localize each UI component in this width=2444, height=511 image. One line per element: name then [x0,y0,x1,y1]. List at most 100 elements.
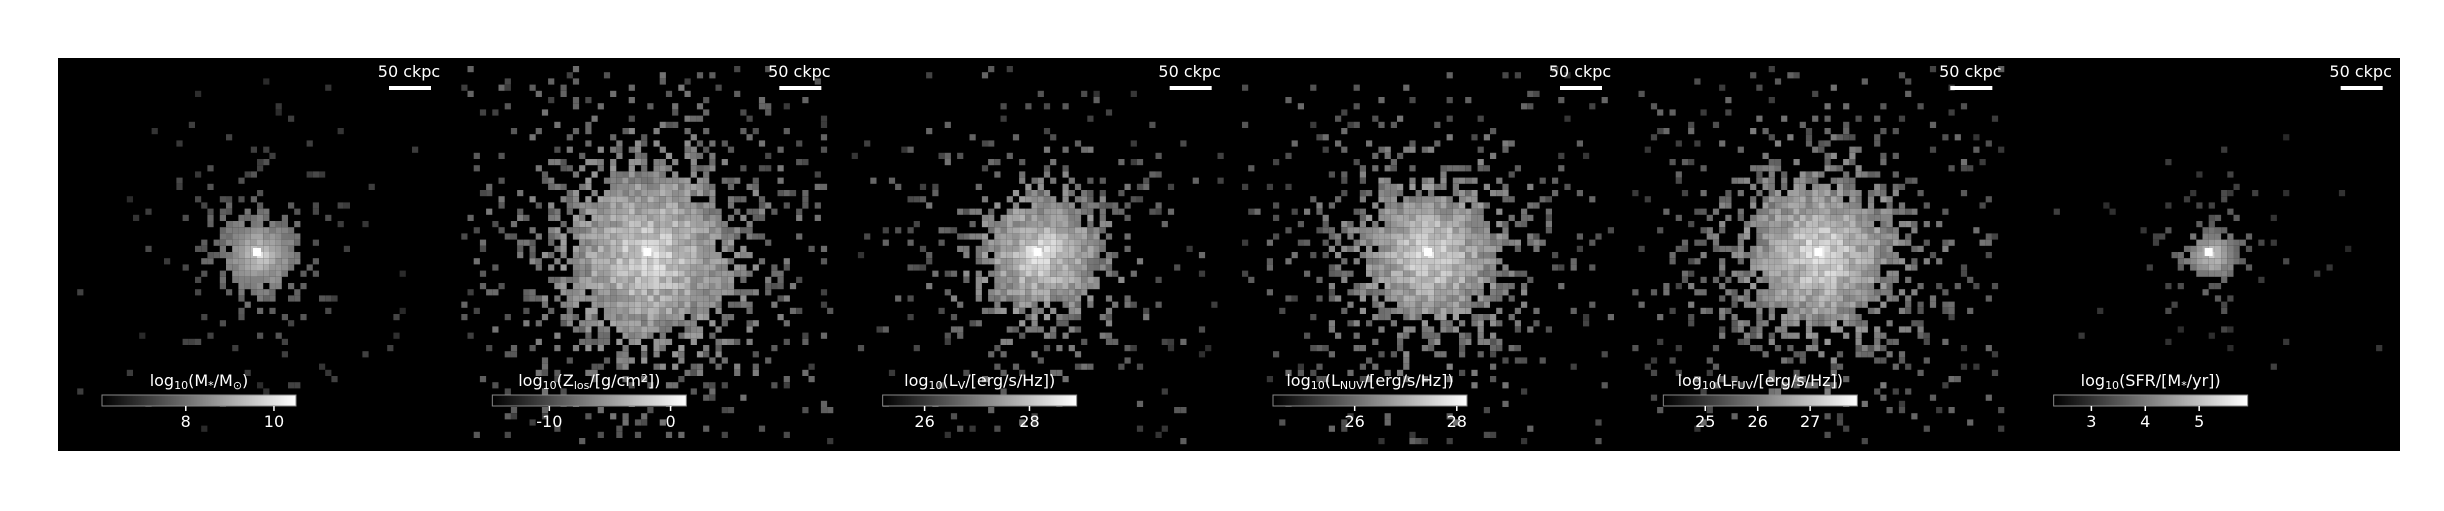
pixel [548,264,555,271]
pixel [1068,264,1075,271]
pixel [659,252,666,259]
pixel [1886,270,1893,277]
pixel [994,159,1001,166]
pixel [1793,159,1800,166]
pixel [1068,177,1075,184]
pixel [1892,128,1899,135]
pixel [1019,233,1026,240]
pixel [1843,283,1850,290]
pixel [2227,295,2234,302]
pixel [771,208,778,215]
pixel [1545,326,1552,333]
pixel [684,295,691,302]
pixel [257,283,264,290]
pixel [1490,239,1497,246]
pixel [610,177,617,184]
pixel [622,320,629,327]
pixel [734,208,741,215]
pixel [566,227,573,234]
pixel [1415,202,1422,209]
pixel [263,214,270,221]
pixel [672,314,679,321]
pixel [1050,134,1057,141]
pixel [1787,357,1794,364]
pixel [1911,208,1918,215]
pixel [585,140,592,147]
pixel [1768,376,1775,383]
scale-bar-label: 50 ckpc [1549,62,1611,81]
pixel [1502,140,1509,147]
pixel [647,227,654,234]
pixel [523,307,530,314]
pixel [257,208,264,215]
pixel [1372,363,1379,370]
pixel [820,400,828,407]
pixel [628,196,635,203]
pixel [1347,320,1354,327]
pixel [975,245,982,252]
pixel [634,177,642,184]
pixel [579,227,586,234]
pixel [1322,221,1329,228]
pixel [1093,258,1100,265]
pixel [597,245,604,252]
pixel [641,202,648,209]
pixel [1762,196,1769,203]
pixel [1490,320,1497,327]
pixel [994,202,1001,209]
pixel [752,208,759,215]
pixel [1366,214,1373,221]
pixel [653,128,660,135]
pixel [1985,239,1992,246]
pixel [1366,283,1373,290]
pixel [628,307,635,314]
pixel [2338,190,2346,197]
pixel [1762,270,1769,277]
pixel [1644,363,1651,370]
pixel [2196,264,2203,271]
pixel [510,233,518,240]
pixel [1892,276,1899,283]
pixel [1843,252,1850,259]
pixel [907,295,914,302]
pixel [591,320,598,327]
pixel [1719,84,1726,91]
pixel [579,326,586,333]
pixel [566,196,573,203]
pixel [1719,314,1726,321]
pixel [634,190,642,197]
pixel [238,233,245,240]
pixel [944,431,951,438]
pixel [1762,152,1769,159]
pixel [1012,307,1020,314]
pixel [672,245,679,252]
pixel [1830,307,1837,314]
pixel [2376,345,2383,352]
pixel [244,214,251,221]
pixel [1483,258,1490,265]
pixel [1719,295,1726,302]
pixel [1068,258,1075,265]
pixel [1663,283,1670,290]
pixel [1564,72,1571,79]
pixel [1774,326,1782,333]
pixel [988,159,995,166]
pixel [195,338,202,345]
pixel [703,425,710,432]
pixel [479,109,487,116]
pixel [1043,208,1051,215]
pixel [1905,208,1912,215]
pixel [690,221,697,228]
pixel [1409,295,1416,302]
pixel [1867,202,1875,209]
pixel [1805,276,1813,283]
pixel [1694,376,1701,383]
pixel [1781,171,1788,178]
pixel [1025,221,1032,228]
pixel [294,221,301,228]
pixel [690,165,697,172]
pixel [1459,332,1466,339]
pixel [2165,227,2172,234]
pixel [2183,245,2191,252]
pixel [672,283,679,290]
